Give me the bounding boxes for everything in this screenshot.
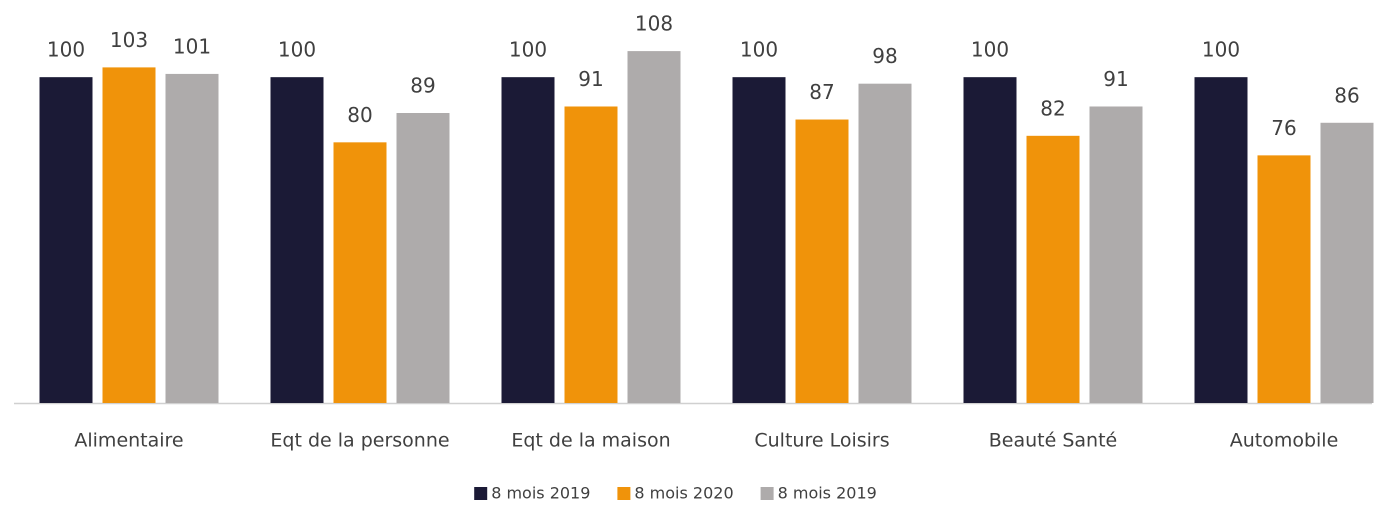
x-tick-label: Eqt de la personne (270, 430, 449, 452)
bar (963, 77, 1017, 404)
bar (333, 142, 387, 404)
bar (795, 119, 849, 404)
legend-label: 8 mois 2019 (491, 484, 590, 503)
legend-swatch (474, 487, 488, 500)
data-label: 100 (509, 38, 547, 62)
data-label: 91 (578, 67, 603, 91)
bar (1026, 135, 1080, 404)
bar (1194, 77, 1248, 404)
x-tick-label: Automobile (1230, 430, 1339, 452)
bar (1089, 106, 1143, 403)
bar (501, 77, 555, 404)
bar (39, 77, 93, 404)
bar (165, 73, 219, 404)
data-label: 100 (740, 38, 778, 62)
x-tick-label: Alimentaire (74, 430, 183, 452)
data-label: 98 (872, 44, 897, 68)
bar (396, 113, 450, 403)
x-tick-label: Eqt de la maison (511, 430, 670, 452)
legend-swatch (760, 487, 774, 500)
bar (732, 77, 786, 404)
data-label: 103 (110, 28, 148, 52)
bar (102, 67, 156, 404)
x-tick-label: Beauté Santé (989, 430, 1117, 452)
data-label: 86 (1334, 83, 1359, 107)
data-label: 89 (410, 74, 435, 98)
data-label: 100 (47, 38, 85, 62)
data-label: 80 (347, 103, 372, 127)
x-tick-label: Culture Loisirs (754, 430, 889, 452)
data-label: 87 (809, 80, 834, 104)
data-label: 100 (1202, 38, 1240, 62)
legend-label: 8 mois 2019 (778, 484, 877, 503)
bar (627, 51, 681, 403)
data-label: 100 (971, 38, 1009, 62)
data-label: 82 (1040, 96, 1065, 120)
bar (858, 83, 912, 403)
data-label: 91 (1103, 67, 1128, 91)
bar (1320, 122, 1374, 404)
data-label: 100 (278, 38, 316, 62)
bar (1257, 155, 1311, 403)
data-label: 76 (1271, 116, 1296, 140)
legend-swatch (617, 487, 631, 500)
bar (564, 106, 618, 403)
data-label: 108 (635, 12, 673, 36)
data-label: 101 (173, 34, 211, 58)
bar (270, 77, 324, 404)
legend-label: 8 mois 2020 (634, 484, 733, 503)
